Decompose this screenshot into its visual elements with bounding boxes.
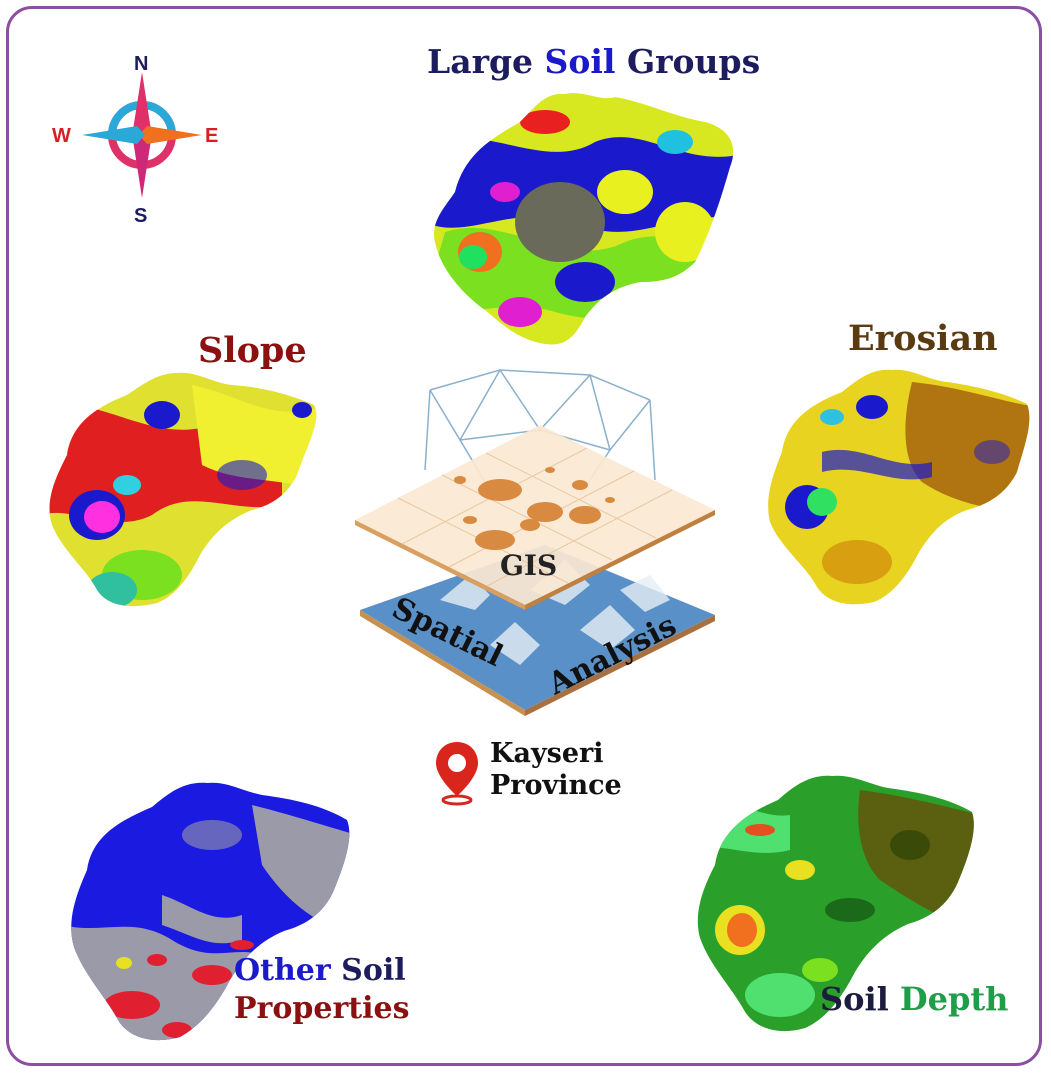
location-label: Kayseri Province	[490, 738, 622, 802]
location-line2: Province	[490, 770, 622, 801]
soil-depth-title: Soil Depth	[820, 980, 1008, 1018]
soil-depth-map	[690, 770, 980, 1040]
erosian-title: Erosian	[848, 318, 998, 359]
erosian-map	[762, 362, 1037, 612]
large-soil-groups-word3: Groups	[626, 42, 761, 81]
large-soil-groups-word2: Soil	[544, 42, 616, 81]
soil-depth-word1: Soil	[820, 980, 889, 1018]
slope-title: Slope	[198, 330, 307, 371]
gis-label: GIS	[500, 549, 557, 582]
large-soil-groups-title: Large Soil Groups	[427, 42, 760, 81]
compass-north: N	[134, 53, 148, 75]
other-soil-word1: Other	[234, 953, 331, 988]
location-line1: Kayseri	[490, 738, 604, 769]
slope-map	[42, 365, 327, 620]
compass-south: S	[134, 205, 147, 225]
soil-depth-word2: Depth	[899, 980, 1009, 1018]
other-soil-properties-map	[62, 775, 357, 1050]
other-soil-word3: Properties	[234, 991, 410, 1026]
compass-east: E	[205, 125, 218, 147]
compass-west: W	[52, 125, 71, 147]
large-soil-groups-map	[425, 82, 750, 352]
compass-rose: N S E W	[50, 50, 235, 225]
other-soil-properties-title: Other Soil Properties	[234, 952, 409, 1028]
location-pin-icon	[432, 738, 482, 808]
large-soil-groups-word1: Large	[427, 42, 534, 81]
gis-illustration: GIS Spatial Analysis	[350, 360, 720, 720]
other-soil-word2: Soil	[341, 953, 406, 988]
